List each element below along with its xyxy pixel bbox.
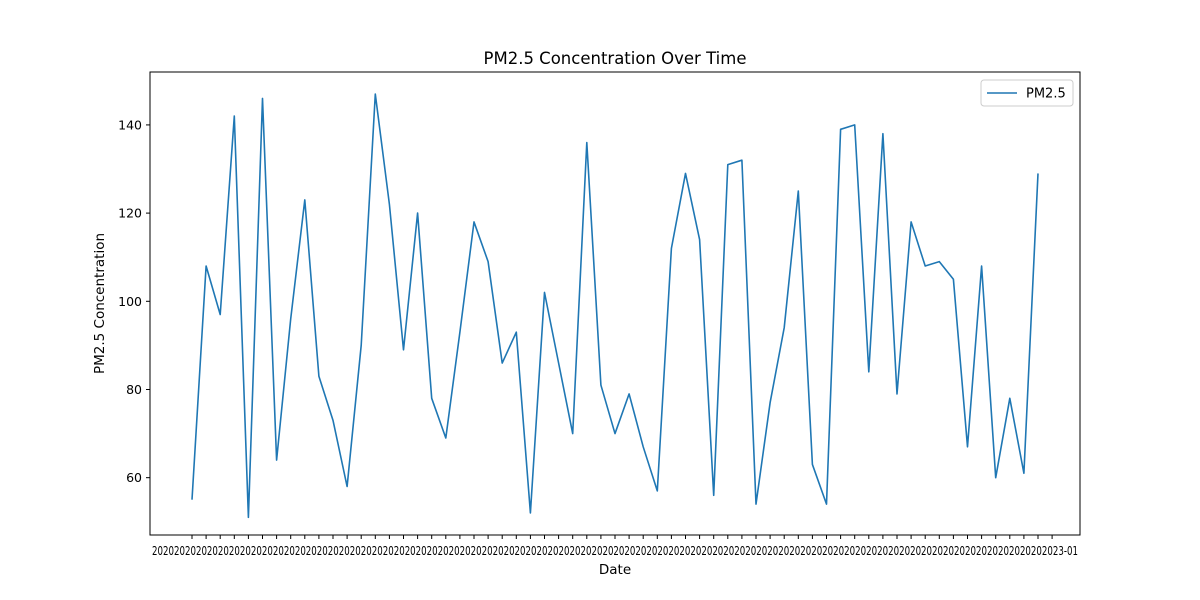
chart-title: PM2.5 Concentration Over Time [484,49,747,68]
x-axis: 2020202020202020202020202020202020202020… [152,535,1078,558]
legend: PM2.5 [980,79,1074,107]
x-tick-labels: 2020202020202020202020202020202020202020… [152,543,1078,558]
series-line-pm25 [191,93,1039,519]
y-tick-label: 80 [126,382,142,397]
y-tick-label: 100 [118,294,142,309]
y-tick-label: 140 [118,117,142,132]
y-tick-label: 120 [118,206,142,221]
plot-area [149,71,1081,536]
y-tick-label: 60 [126,470,142,485]
y-axis: 60 80 100 120 140 [118,117,150,485]
legend-box [980,79,1074,107]
x-axis-label: Date [599,562,631,578]
y-axis-label: PM2.5 Concentration [92,233,108,374]
legend-label-pm25: PM2.5 [1026,87,1066,102]
